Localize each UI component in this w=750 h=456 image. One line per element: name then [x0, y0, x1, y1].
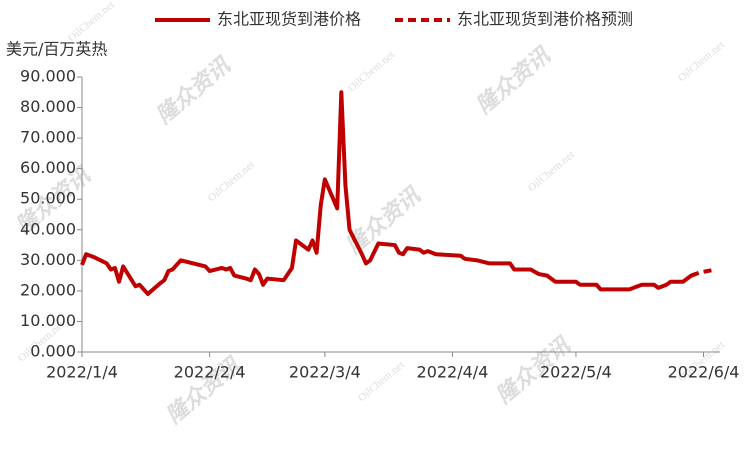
- y-axis-label: 美元/百万英热: [6, 40, 107, 59]
- series-line: [690, 267, 717, 278]
- y-tick-label: 40.000: [20, 219, 76, 238]
- x-tick-label: 2022/1/4: [46, 363, 118, 382]
- y-tick-label: 10.000: [20, 311, 76, 330]
- y-tick-label: 60.000: [20, 158, 76, 177]
- y-tick-label: 90.000: [20, 67, 76, 86]
- watermark: OilChem.net: [526, 149, 577, 195]
- legend-label: 东北亚现货到港价格预测: [457, 10, 633, 29]
- watermark: OilChem.net: [206, 159, 257, 205]
- watermark: 隆众资讯: [471, 41, 557, 119]
- watermark: OilChem.net: [676, 39, 727, 85]
- y-tick-label: 70.000: [20, 128, 76, 147]
- x-tick-label: 2022/2/4: [174, 363, 246, 382]
- y-tick-label: 50.000: [20, 189, 76, 208]
- y-tick-label: 20.000: [20, 280, 76, 299]
- series-line: [80, 90, 696, 296]
- watermark: OilChem.net: [356, 359, 407, 405]
- watermark: OilChem.net: [346, 49, 397, 95]
- y-tick-label: 30.000: [20, 250, 76, 269]
- y-tick-label: 80.000: [20, 97, 76, 116]
- x-tick-label: 2022/3/4: [289, 363, 361, 382]
- watermark: 隆众资讯: [151, 51, 237, 129]
- legend-label: 东北亚现货到港价格: [217, 10, 361, 29]
- y-tick-label: 0.000: [30, 342, 76, 361]
- x-tick-label: 2022/4/4: [417, 363, 489, 382]
- watermark: OilChem.net: [66, 0, 117, 44]
- x-tick-label: 2022/6/4: [668, 363, 740, 382]
- x-tick-label: 2022/5/4: [540, 363, 612, 382]
